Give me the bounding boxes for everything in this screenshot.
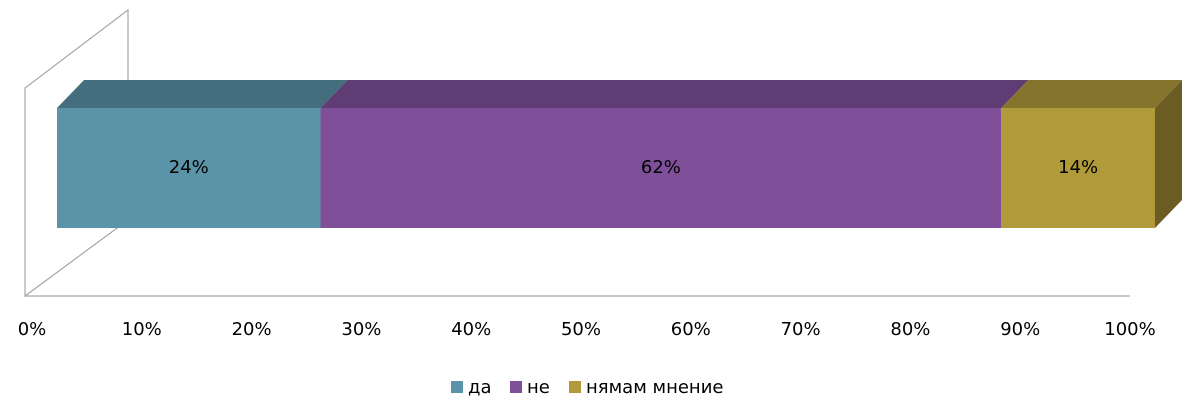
x-tick-label: 90% bbox=[1000, 319, 1040, 340]
x-tick-label: 30% bbox=[341, 319, 381, 340]
bar-top bbox=[1001, 80, 1182, 108]
data-label: 14% bbox=[1058, 157, 1098, 178]
legend-swatch bbox=[451, 381, 463, 393]
bar bbox=[1001, 108, 1155, 228]
bar-top bbox=[57, 80, 348, 108]
legend-label: не bbox=[527, 377, 550, 398]
legend-swatch bbox=[569, 381, 581, 393]
x-tick-label: 0% bbox=[18, 319, 47, 340]
bar-top bbox=[320, 80, 1029, 108]
x-tick-label: 100% bbox=[1104, 319, 1155, 340]
data-label: 62% bbox=[641, 157, 681, 178]
x-tick-label: 40% bbox=[451, 319, 491, 340]
x-tick-label: 50% bbox=[561, 319, 601, 340]
x-tick-label: 10% bbox=[122, 319, 162, 340]
legend-label: нямам мнение bbox=[586, 377, 723, 398]
bar bbox=[320, 108, 1002, 228]
x-tick-label: 60% bbox=[671, 319, 711, 340]
legend-label: да bbox=[468, 377, 491, 398]
x-tick-label: 80% bbox=[890, 319, 930, 340]
bar-side bbox=[1155, 80, 1182, 228]
legend-swatch bbox=[510, 381, 522, 393]
x-tick-label: 20% bbox=[232, 319, 272, 340]
x-tick-label: 70% bbox=[781, 319, 821, 340]
data-label: 24% bbox=[169, 157, 209, 178]
bar bbox=[57, 108, 321, 228]
